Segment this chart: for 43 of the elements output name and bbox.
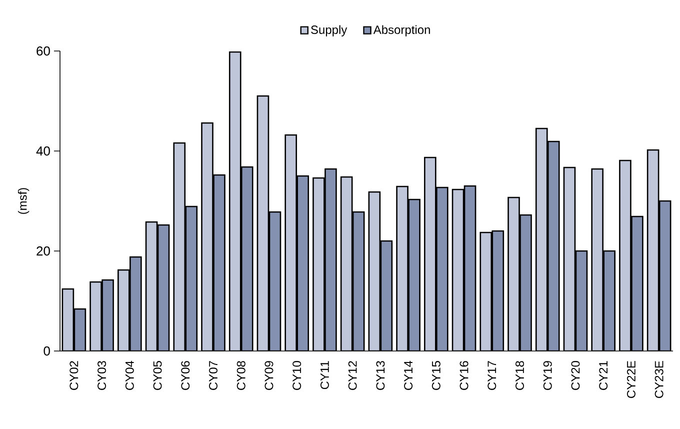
x-tick-label: CY19 [543,361,552,390]
x-tick-label: CY21 [599,361,608,390]
x-tick-label: CY16 [460,361,468,390]
x-tick-label: CY06 [181,361,190,390]
x-tick-label: CY08 [236,361,246,390]
y-tick-label: 40 [36,146,50,156]
bar [157,224,170,351]
x-tick-label: CY09 [264,361,274,390]
bar [575,250,588,351]
x-tick-label: CY15 [432,361,440,390]
bar [352,211,365,351]
x-tick-label: CY18 [516,361,524,390]
y-tick-label: 60 [36,46,50,56]
bar [340,176,353,351]
x-tick-label: CY03 [98,361,106,390]
y-tick-label: 0 [44,346,50,356]
x-tick-label: CY20 [571,361,580,390]
x-tick-label: CY04 [125,360,134,390]
bar [464,185,476,351]
x-tick-label: CY17 [488,361,496,390]
x-tick-label: CY02 [70,361,78,390]
bar [145,221,158,351]
bar [256,95,270,351]
x-tick-label: CY10 [292,361,302,390]
y-axis-title: (msf) [18,188,30,214]
bar [646,149,660,351]
x-tick-label: CY22E [626,361,636,398]
y-tick-label: 20 [36,246,50,256]
bar [368,191,381,351]
x-tick-label: CY23E [654,361,664,398]
x-tick-label: CY11 [320,361,329,390]
x-tick-label: CY13 [376,361,385,390]
bar [380,240,393,351]
legend-label: Supply [311,25,348,36]
x-tick-label: CY14 [404,360,413,390]
bar [658,200,672,351]
x-tick-label: CY07 [209,361,218,390]
bar [452,188,464,351]
bar [563,166,576,351]
bar [268,211,282,351]
legend-label: Absorption [373,25,430,36]
x-tick-label: CY05 [153,361,162,390]
x-tick-label: CY12 [348,361,357,390]
